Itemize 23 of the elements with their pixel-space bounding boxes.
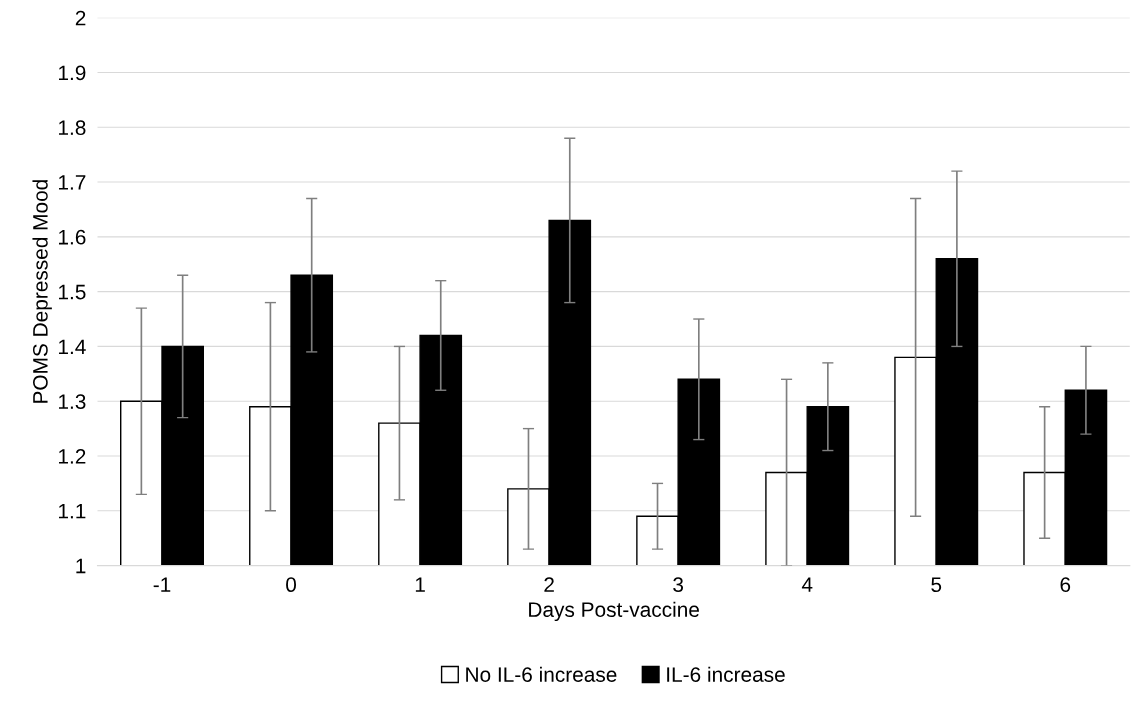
- y-tick-label: 1.3: [59, 394, 86, 409]
- y-tick-label: 1.5: [59, 284, 86, 300]
- y-tick-label: 1.9: [59, 65, 86, 81]
- y-axis-title: POMS Depressed Mood: [32, 180, 52, 403]
- x-tick-label: 1: [415, 577, 425, 592]
- y-tick-label: 2: [75, 10, 86, 26]
- x-tick-label: 4: [801, 577, 813, 592]
- x-tick-label: 0: [286, 577, 297, 593]
- y-tick-label: 1.6: [59, 229, 86, 245]
- y-tick-label: 1.8: [59, 120, 86, 136]
- y-tick-label: 1.2: [59, 449, 86, 464]
- x-tick-label: 5: [931, 577, 942, 593]
- x-tick-label: -1: [153, 577, 171, 592]
- x-tick-label: 2: [544, 577, 554, 592]
- y-tick-label: 1: [76, 558, 86, 574]
- y-tick-label: 1.4: [59, 339, 86, 354]
- y-tick-label: 1.1: [59, 504, 86, 519]
- x-tick-label: 6: [1060, 577, 1071, 593]
- y-tick-label: 1.7: [59, 175, 86, 190]
- x-axis-title: Days Post-vaccine: [529, 601, 699, 622]
- x-tick-label: 3: [673, 577, 684, 593]
- legend-label: IL-6 increase: [667, 666, 785, 682]
- legend-label: No IL-6 increase: [466, 666, 617, 682]
